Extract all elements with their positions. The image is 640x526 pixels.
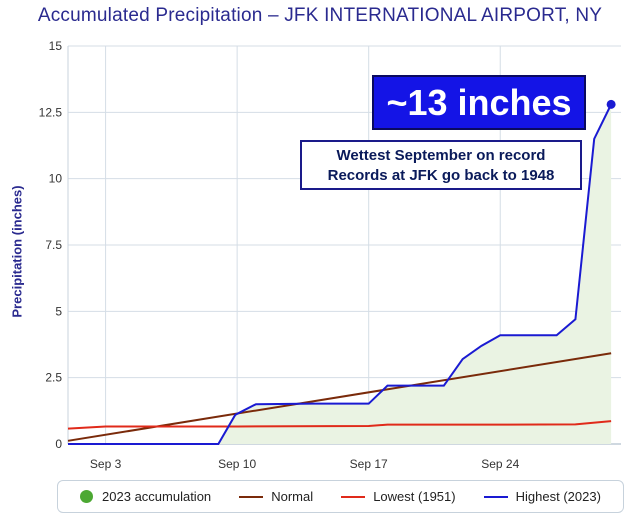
x-tick-label: Sep 24 (481, 457, 519, 471)
highest-endpoint-marker (606, 99, 616, 109)
record-callout-line-1: Wettest September on record (336, 147, 546, 164)
legend-swatch-normal (239, 495, 264, 498)
y-tick-label: 2.5 (45, 371, 62, 385)
y-tick-label: 0 (55, 437, 62, 451)
y-tick-label: 10 (49, 172, 63, 186)
x-tick-label: Sep 3 (90, 457, 122, 471)
line-lowest-1951 (67, 420, 612, 430)
legend-label-normal: Normal (271, 489, 314, 504)
x-tick-label: Sep 17 (350, 457, 388, 471)
record-callout-line-2: Records at JFK go back to 1948 (327, 167, 555, 184)
legend-label-accumulation: 2023 accumulation (102, 489, 212, 504)
y-tick-label: 12.5 (39, 105, 63, 119)
y-axis-label: Precipitation (inches) (9, 185, 25, 318)
y-tick-label: 7.5 (45, 238, 62, 252)
y-tick-label: 5 (55, 304, 62, 318)
legend: 2023 accumulation Normal Lowest (1951) H… (57, 480, 624, 513)
legend-swatch-lowest (341, 495, 366, 498)
legend-label-highest: Highest (2023) (515, 489, 601, 504)
x-tick-label: Sep 10 (218, 457, 256, 471)
record-callout: Wettest September on record Records at J… (300, 140, 582, 190)
legend-item-normal[interactable]: Normal (239, 489, 313, 504)
legend-swatch-accumulation (80, 490, 94, 503)
y-tick-label: 15 (49, 39, 63, 53)
legend-swatch-highest (483, 495, 508, 498)
area-2023-accumulation (68, 104, 612, 444)
legend-item-highest[interactable]: Highest (2023) (483, 489, 601, 504)
legend-label-lowest: Lowest (1951) (373, 489, 456, 504)
legend-item-accumulation[interactable]: 2023 accumulation (80, 489, 211, 504)
legend-item-lowest[interactable]: Lowest (1951) (341, 489, 456, 504)
chart-title: Accumulated Precipitation – JFK INTERNAT… (37, 5, 603, 26)
line-highest-2023 (68, 103, 613, 445)
total-callout: ~13 inches (372, 75, 586, 130)
